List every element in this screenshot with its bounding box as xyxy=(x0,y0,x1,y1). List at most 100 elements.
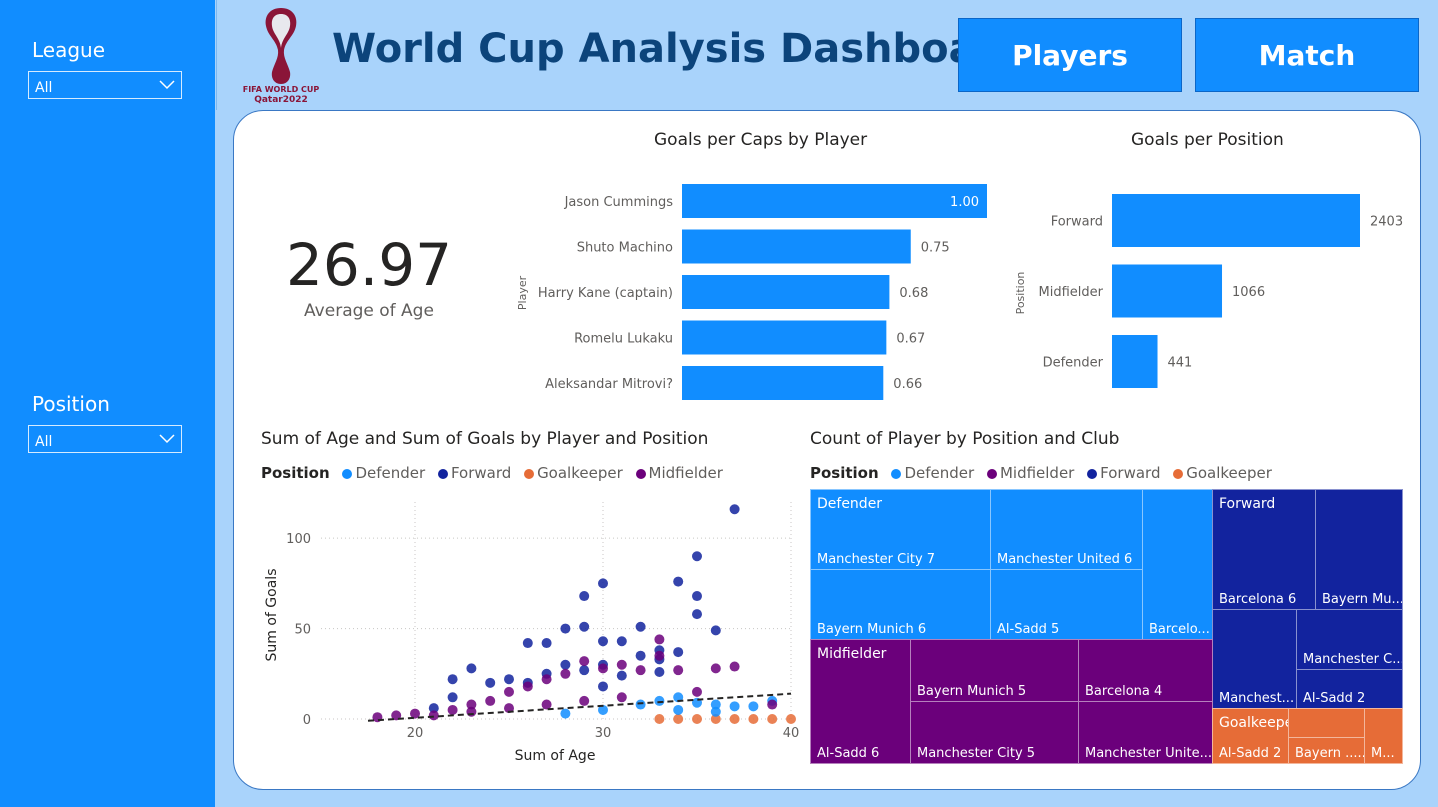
caps-bar[interactable] xyxy=(682,184,987,218)
treemap-cell[interactable]: Defender Manchester City 7 xyxy=(810,489,991,570)
treemap-cell[interactable]: Bayern ...... xyxy=(1288,737,1365,764)
scatter-point-defender[interactable] xyxy=(710,706,721,717)
scatter-point-forward[interactable] xyxy=(673,576,684,587)
scatter-point-forward[interactable] xyxy=(598,578,608,589)
treemap-cell[interactable]: Al-Sadd 2 xyxy=(1296,669,1403,709)
treemap-cell[interactable]: Forward Barcelona 6 xyxy=(1212,489,1316,610)
scatter-point-midfielder[interactable] xyxy=(579,695,590,706)
scatter-point-goalkeeper[interactable] xyxy=(748,714,759,724)
scatter-point-defender[interactable] xyxy=(598,704,608,715)
scatter-point-midfielder[interactable] xyxy=(410,708,420,719)
scatter-point-goalkeeper[interactable] xyxy=(654,714,665,724)
treemap-cell[interactable]: Midfielder Al-Sadd 6 xyxy=(810,639,911,764)
scatter-point-forward[interactable] xyxy=(447,674,458,685)
position-bar[interactable] xyxy=(1112,194,1360,247)
scatter-point-midfielder[interactable] xyxy=(710,663,721,674)
treemap-cell[interactable]: Bayern Mu... xyxy=(1315,489,1403,610)
treemap-cell[interactable]: Bayern Munich 6 xyxy=(810,569,991,640)
scatter-point-forward[interactable] xyxy=(579,591,590,602)
scatter-point-forward[interactable] xyxy=(579,665,590,676)
scatter-point-forward[interactable] xyxy=(616,636,627,647)
position-bar[interactable] xyxy=(1112,335,1158,388)
match-nav-button[interactable]: Match xyxy=(1195,18,1419,92)
scatter-point-defender[interactable] xyxy=(654,695,665,706)
treemap-cell[interactable]: Manchester Unite... xyxy=(1078,701,1213,764)
scatter-point-midfielder[interactable] xyxy=(767,699,778,710)
caps-bar[interactable] xyxy=(682,275,890,309)
scatter-point-midfielder[interactable] xyxy=(616,659,627,670)
scatter-point-forward[interactable] xyxy=(598,681,608,692)
scatter-point-forward[interactable] xyxy=(466,663,477,674)
scatter-point-midfielder[interactable] xyxy=(729,661,740,672)
caps-bar[interactable] xyxy=(682,366,884,400)
treemap-chart[interactable]: Defender Manchester City 7 Manchester Un… xyxy=(810,489,1403,764)
scatter-point-forward[interactable] xyxy=(635,621,646,632)
scatter-point-forward[interactable] xyxy=(635,650,646,661)
scatter-point-defender[interactable] xyxy=(560,708,571,719)
scatter-point-goalkeeper[interactable] xyxy=(767,714,778,724)
scatter-point-forward[interactable] xyxy=(504,674,514,685)
caps-bar[interactable] xyxy=(682,320,887,355)
treemap-cell[interactable]: Barcelona 4 xyxy=(1078,639,1213,702)
scatter-point-forward[interactable] xyxy=(710,625,721,636)
scatter-point-midfielder[interactable] xyxy=(598,663,608,674)
scatter-point-forward[interactable] xyxy=(560,623,571,634)
scatter-point-goalkeeper[interactable] xyxy=(729,714,740,724)
scatter-point-defender[interactable] xyxy=(635,699,646,710)
scatter-point-midfielder[interactable] xyxy=(635,665,646,676)
scatter-point-midfielder[interactable] xyxy=(522,681,533,692)
scatter-point-defender[interactable] xyxy=(673,704,684,715)
scatter-point-goalkeeper[interactable] xyxy=(692,714,702,724)
scatter-point-midfielder[interactable] xyxy=(579,656,590,667)
treemap-cell[interactable]: M... xyxy=(1364,708,1403,764)
scatter-point-midfielder[interactable] xyxy=(541,699,552,710)
scatter-point-forward[interactable] xyxy=(447,692,458,703)
scatter-point-forward[interactable] xyxy=(579,621,590,632)
treemap-cell[interactable] xyxy=(1288,708,1365,738)
scatter-point-goalkeeper[interactable] xyxy=(673,714,684,724)
scatter-point-defender[interactable] xyxy=(729,701,740,712)
caps-bar[interactable] xyxy=(682,229,911,264)
position-dropdown[interactable]: All xyxy=(28,425,182,453)
scatter-chart[interactable]: Sum of Goals Sum of Age 0 50 100 20 30 40 xyxy=(255,490,805,770)
treemap-cell[interactable]: Manchester C... xyxy=(1296,609,1403,670)
scatter-point-forward[interactable] xyxy=(673,647,684,658)
scatter-point-midfielder[interactable] xyxy=(673,665,684,676)
scatter-point-goalkeeper[interactable] xyxy=(786,714,796,724)
treemap-cell[interactable]: Barcelo... xyxy=(1142,489,1213,640)
scatter-point-forward[interactable] xyxy=(560,659,571,670)
scatter-point-midfielder[interactable] xyxy=(654,650,665,661)
players-nav-button[interactable]: Players xyxy=(958,18,1182,92)
scatter-point-forward[interactable] xyxy=(729,504,740,515)
scatter-point-defender[interactable] xyxy=(748,701,759,712)
scatter-point-defender[interactable] xyxy=(710,699,721,710)
treemap-cell[interactable]: Bayern Munich 5 xyxy=(910,639,1079,702)
scatter-point-midfielder[interactable] xyxy=(485,695,496,706)
goals-per-position-chart[interactable]: Position Forward 2403 Midfielder 1066 Defend… xyxy=(1005,185,1415,400)
scatter-point-midfielder[interactable] xyxy=(504,686,514,697)
scatter-point-forward[interactable] xyxy=(428,703,439,714)
scatter-point-forward[interactable] xyxy=(598,636,608,647)
treemap-cell[interactable]: Al-Sadd 5 xyxy=(990,569,1143,640)
treemap-cell[interactable]: Manchester United 6 xyxy=(990,489,1143,570)
scatter-point-midfielder[interactable] xyxy=(428,710,439,721)
scatter-point-forward[interactable] xyxy=(616,670,627,681)
treemap-cell[interactable]: Manchester City 5 xyxy=(910,701,1079,764)
scatter-point-midfielder[interactable] xyxy=(616,692,627,703)
scatter-point-midfielder[interactable] xyxy=(447,704,458,715)
scatter-point-forward[interactable] xyxy=(485,677,496,688)
position-bar[interactable] xyxy=(1112,264,1223,318)
scatter-point-midfielder[interactable] xyxy=(560,668,571,679)
scatter-point-forward[interactable] xyxy=(692,551,702,562)
goals-per-caps-chart[interactable]: Player Jason Cummings 1.00 Shuto Machino 0.… xyxy=(510,175,1010,405)
scatter-point-goalkeeper[interactable] xyxy=(710,714,721,724)
treemap-cell[interactable]: Manchest... xyxy=(1212,609,1297,709)
scatter-point-midfielder[interactable] xyxy=(654,634,665,645)
scatter-point-midfielder[interactable] xyxy=(466,699,477,710)
treemap-cell[interactable]: Goalkeeper Al-Sadd 2 xyxy=(1212,708,1289,764)
scatter-point-forward[interactable] xyxy=(692,609,702,620)
scatter-point-forward[interactable] xyxy=(654,666,665,677)
scatter-point-forward[interactable] xyxy=(692,591,702,602)
scatter-point-forward[interactable] xyxy=(522,638,533,649)
scatter-point-midfielder[interactable] xyxy=(692,686,702,697)
